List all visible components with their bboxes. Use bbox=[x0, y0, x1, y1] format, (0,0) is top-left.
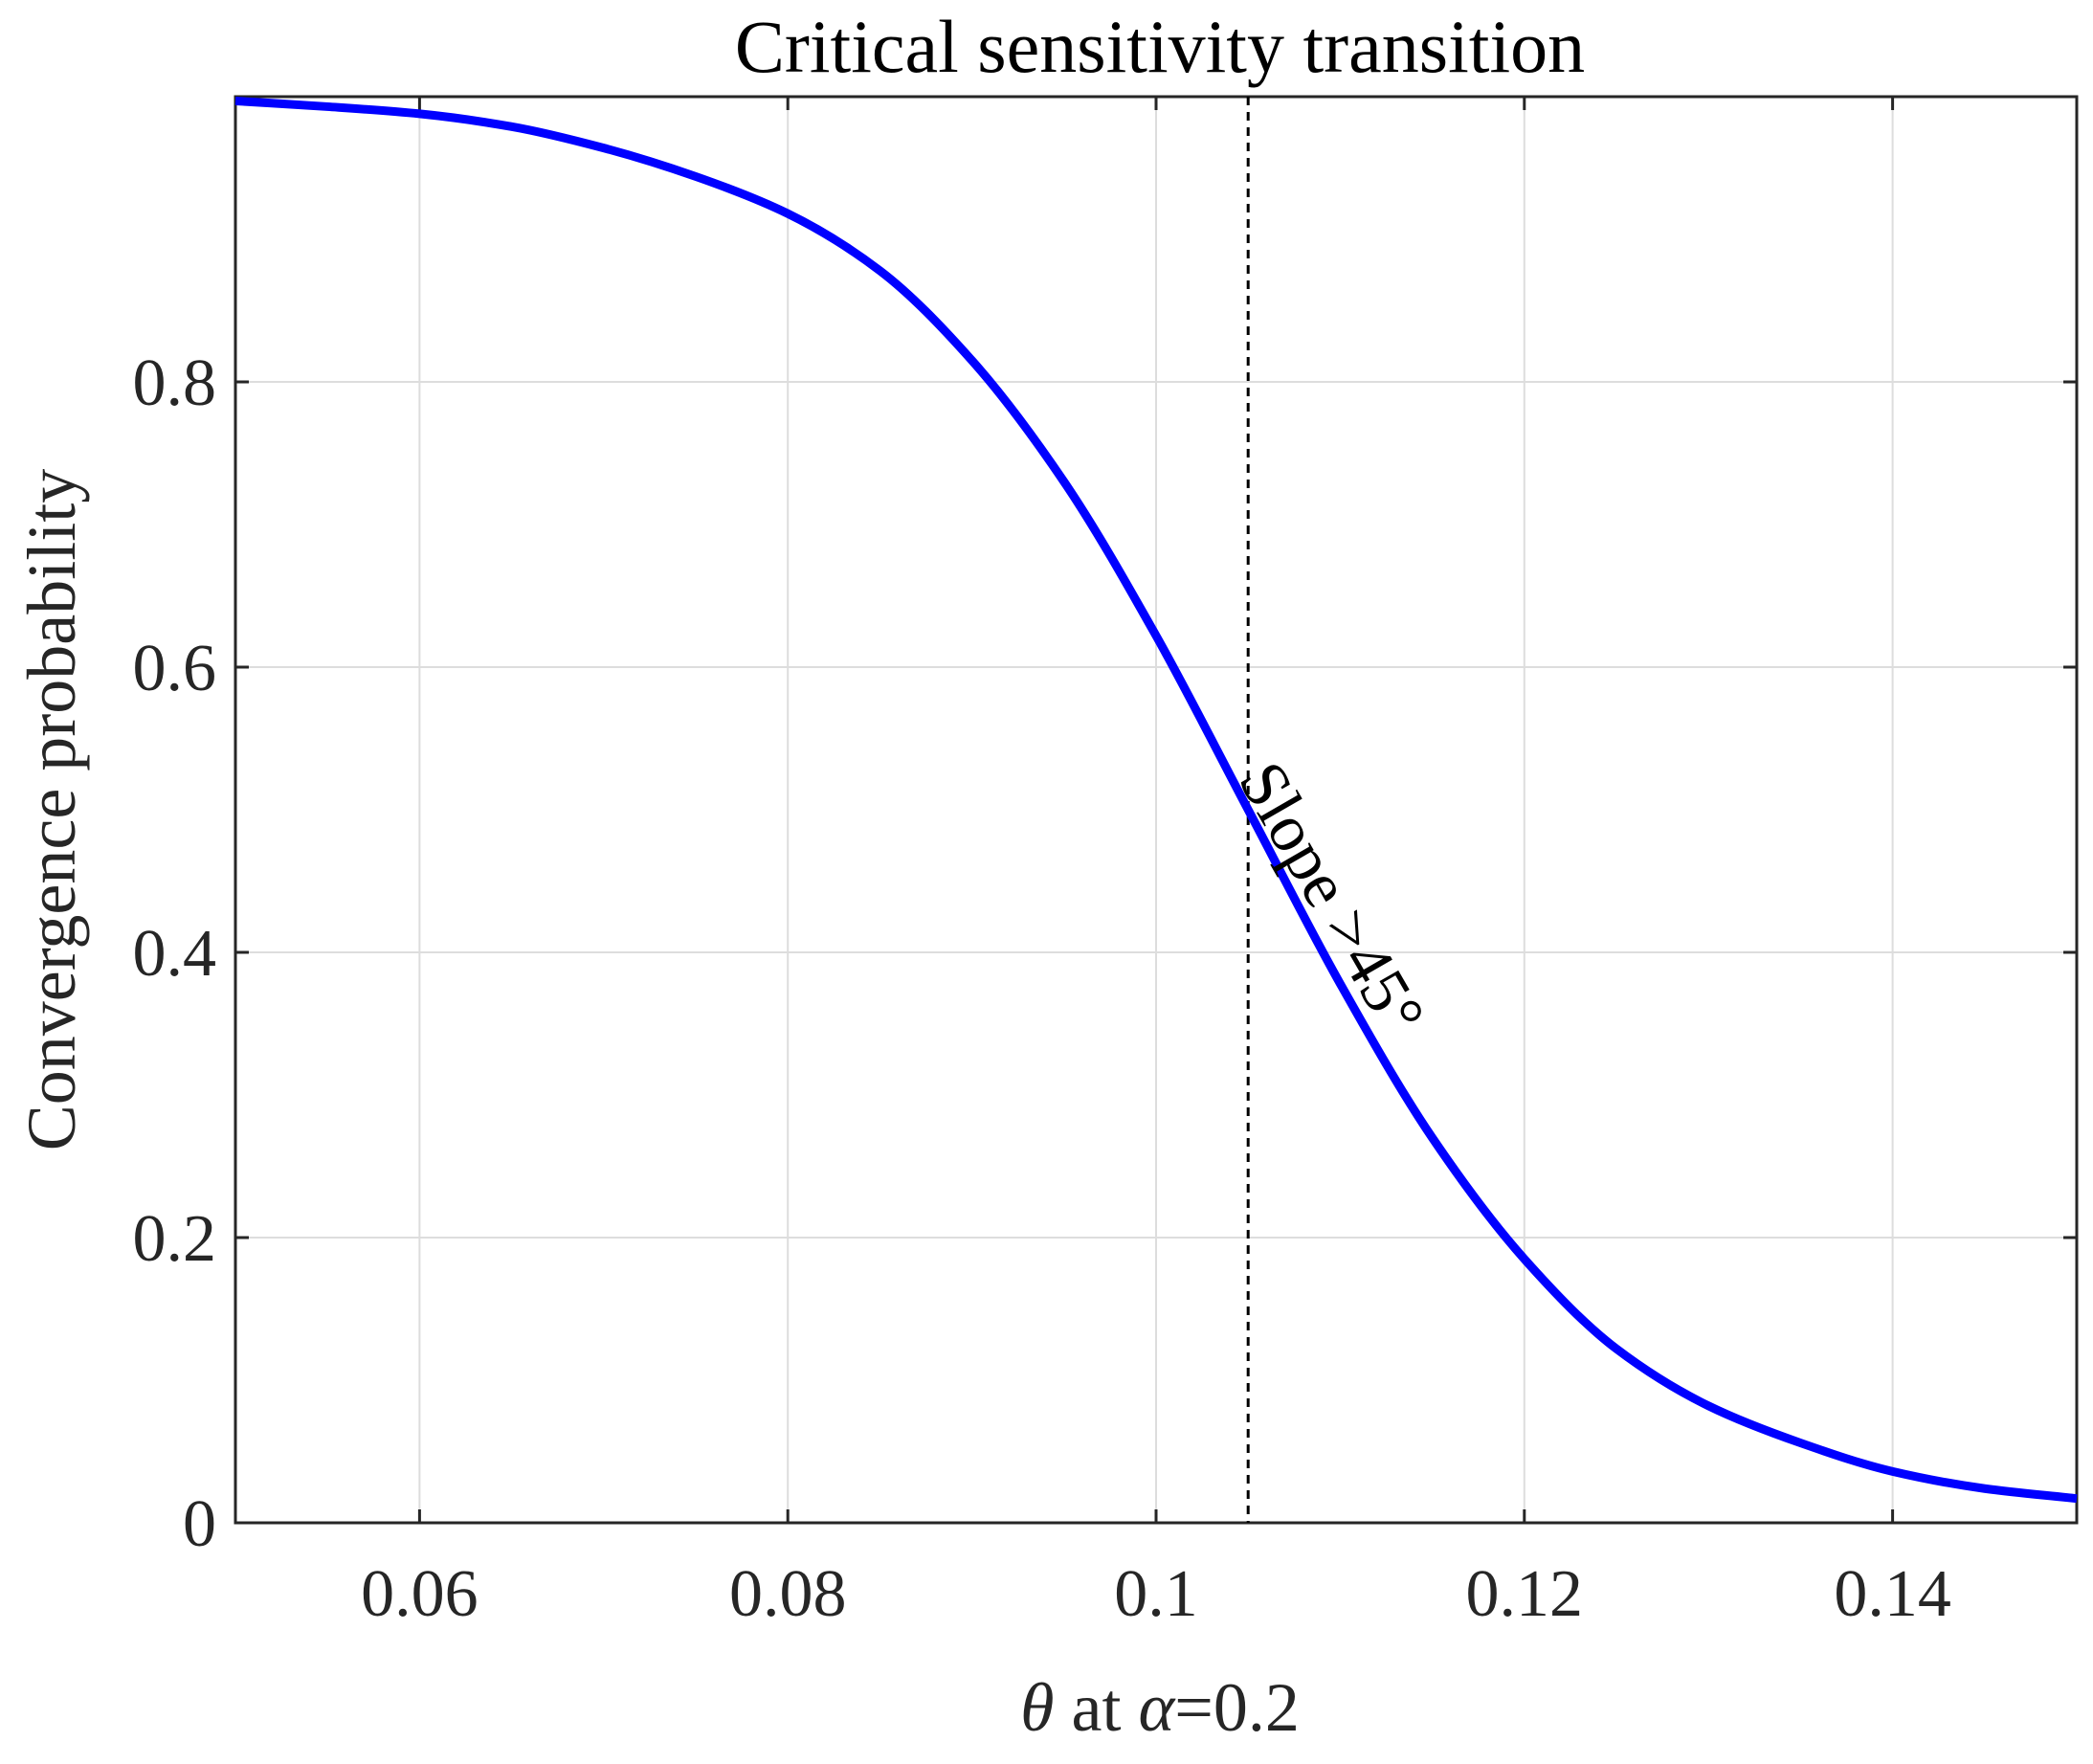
x-tick-label: 0.14 bbox=[1834, 1557, 1951, 1631]
y-axis-label: Convergence probability bbox=[13, 469, 90, 1150]
y-tick-label: 0 bbox=[183, 1487, 216, 1561]
x-axis-label-alpha: α bbox=[1138, 1669, 1175, 1746]
series-group bbox=[234, 96, 2078, 1504]
axis-ticks: 0.06 0.08 0.1 0.12 0.14 0 0.2 0.4 0.6 0.8 bbox=[133, 97, 2077, 1631]
x-axis-label-theta: θ bbox=[1020, 1669, 1054, 1746]
y-tick-label: 0.6 bbox=[133, 632, 217, 705]
y-tick-label: 0.8 bbox=[133, 346, 217, 420]
x-tick-label: 0.08 bbox=[729, 1557, 847, 1631]
x-tick-label: 0.06 bbox=[361, 1557, 479, 1631]
x-axis-label-tail: =0.2 bbox=[1174, 1669, 1300, 1746]
x-axis-label-mid: at bbox=[1055, 1669, 1139, 1746]
y-tick-label: 0.4 bbox=[133, 917, 217, 991]
grid-lines bbox=[235, 97, 2077, 1523]
x-tick-label: 0.12 bbox=[1466, 1557, 1584, 1631]
chart-title: Critical sensitivity transition bbox=[735, 5, 1585, 88]
y-tick-label: 0.2 bbox=[133, 1202, 217, 1276]
x-axis-label: θ at α=0.2 bbox=[1020, 1669, 1300, 1746]
series-line bbox=[234, 96, 2078, 1504]
x-tick-label: 0.1 bbox=[1114, 1557, 1198, 1631]
